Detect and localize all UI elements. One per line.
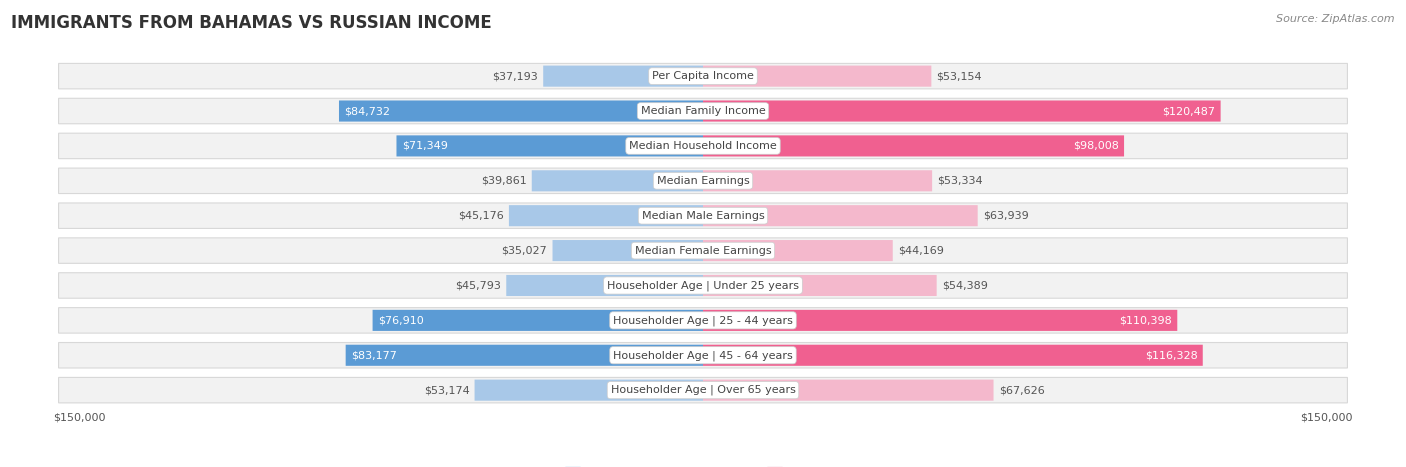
FancyBboxPatch shape bbox=[59, 308, 1347, 333]
Text: $150,000: $150,000 bbox=[1301, 413, 1353, 423]
FancyBboxPatch shape bbox=[59, 133, 1347, 159]
Text: Median Earnings: Median Earnings bbox=[657, 176, 749, 186]
Text: Householder Age | 25 - 44 years: Householder Age | 25 - 44 years bbox=[613, 315, 793, 325]
Text: $54,389: $54,389 bbox=[942, 281, 987, 290]
FancyBboxPatch shape bbox=[703, 275, 936, 296]
FancyBboxPatch shape bbox=[59, 238, 1347, 263]
FancyBboxPatch shape bbox=[59, 377, 1347, 403]
FancyBboxPatch shape bbox=[703, 135, 1123, 156]
Text: $45,176: $45,176 bbox=[458, 211, 503, 221]
FancyBboxPatch shape bbox=[396, 135, 703, 156]
FancyBboxPatch shape bbox=[59, 273, 1347, 298]
Text: $39,861: $39,861 bbox=[481, 176, 527, 186]
FancyBboxPatch shape bbox=[506, 275, 703, 296]
FancyBboxPatch shape bbox=[59, 203, 1347, 228]
Text: Householder Age | Under 25 years: Householder Age | Under 25 years bbox=[607, 280, 799, 291]
FancyBboxPatch shape bbox=[59, 168, 1347, 193]
FancyBboxPatch shape bbox=[703, 310, 1177, 331]
FancyBboxPatch shape bbox=[59, 342, 1347, 368]
FancyBboxPatch shape bbox=[373, 310, 703, 331]
Text: $116,328: $116,328 bbox=[1144, 350, 1198, 360]
Text: Source: ZipAtlas.com: Source: ZipAtlas.com bbox=[1277, 14, 1395, 24]
FancyBboxPatch shape bbox=[59, 98, 1347, 124]
Text: $83,177: $83,177 bbox=[352, 350, 396, 360]
FancyBboxPatch shape bbox=[703, 240, 893, 261]
Text: $37,193: $37,193 bbox=[492, 71, 538, 81]
Text: $150,000: $150,000 bbox=[53, 413, 105, 423]
FancyBboxPatch shape bbox=[553, 240, 703, 261]
FancyBboxPatch shape bbox=[703, 380, 994, 401]
Text: $110,398: $110,398 bbox=[1119, 315, 1173, 325]
Text: Per Capita Income: Per Capita Income bbox=[652, 71, 754, 81]
FancyBboxPatch shape bbox=[339, 100, 703, 121]
Text: $53,174: $53,174 bbox=[423, 385, 470, 395]
FancyBboxPatch shape bbox=[703, 345, 1202, 366]
Text: IMMIGRANTS FROM BAHAMAS VS RUSSIAN INCOME: IMMIGRANTS FROM BAHAMAS VS RUSSIAN INCOM… bbox=[11, 14, 492, 32]
Text: $76,910: $76,910 bbox=[378, 315, 423, 325]
FancyBboxPatch shape bbox=[703, 100, 1220, 121]
Text: $71,349: $71,349 bbox=[402, 141, 447, 151]
FancyBboxPatch shape bbox=[703, 170, 932, 191]
Text: $53,154: $53,154 bbox=[936, 71, 983, 81]
Text: $35,027: $35,027 bbox=[502, 246, 547, 255]
Text: Median Male Earnings: Median Male Earnings bbox=[641, 211, 765, 221]
FancyBboxPatch shape bbox=[703, 65, 931, 87]
Text: $98,008: $98,008 bbox=[1073, 141, 1119, 151]
FancyBboxPatch shape bbox=[703, 205, 977, 226]
Text: $63,939: $63,939 bbox=[983, 211, 1029, 221]
FancyBboxPatch shape bbox=[531, 170, 703, 191]
FancyBboxPatch shape bbox=[475, 380, 703, 401]
FancyBboxPatch shape bbox=[543, 65, 703, 87]
FancyBboxPatch shape bbox=[509, 205, 703, 226]
Text: $84,732: $84,732 bbox=[344, 106, 389, 116]
Text: Median Family Income: Median Family Income bbox=[641, 106, 765, 116]
Text: $44,169: $44,169 bbox=[898, 246, 943, 255]
Text: Householder Age | Over 65 years: Householder Age | Over 65 years bbox=[610, 385, 796, 396]
FancyBboxPatch shape bbox=[346, 345, 703, 366]
Text: $67,626: $67,626 bbox=[998, 385, 1045, 395]
Text: Median Female Earnings: Median Female Earnings bbox=[634, 246, 772, 255]
Text: $120,487: $120,487 bbox=[1163, 106, 1215, 116]
Text: Median Household Income: Median Household Income bbox=[628, 141, 778, 151]
Text: $45,793: $45,793 bbox=[456, 281, 501, 290]
Text: $53,334: $53,334 bbox=[938, 176, 983, 186]
Text: Householder Age | 45 - 64 years: Householder Age | 45 - 64 years bbox=[613, 350, 793, 361]
FancyBboxPatch shape bbox=[59, 64, 1347, 89]
